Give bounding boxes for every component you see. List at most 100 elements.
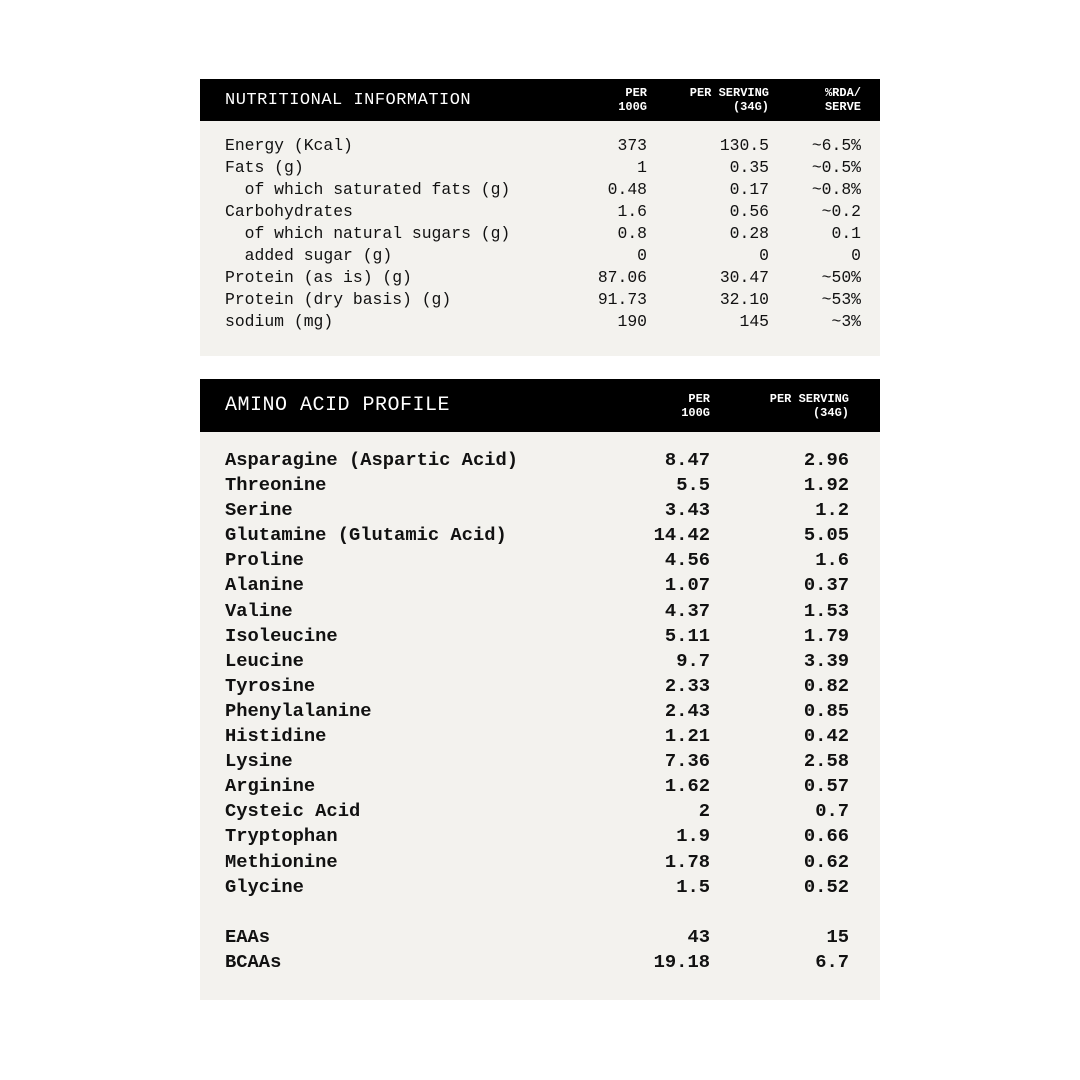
row-label: of which natural sugars (g) [225,224,511,243]
row-value-serving: 0 [759,246,769,265]
row-label: Cysteic Acid [225,800,361,823]
row-value-per100: 43 [687,925,710,948]
row-value-per100: 14.42 [653,524,710,547]
column-header: %RDA/SERVE [825,79,861,121]
column-header-line: PER [688,391,710,406]
column-header: PER 100G [681,379,710,432]
row-value-serving: 0.57 [803,775,849,798]
amino-rows: Asparagine (Aspartic Acid) 8.47 2.96 Threon… [200,432,880,975]
row-label: Protein (dry basis) (g) [225,290,452,309]
row-value-serving: 145 [739,312,769,331]
row-label: BCAAs [225,950,282,973]
table-row: Fats (g) 1 0.35 ~0.5% [200,157,880,179]
row-value-per100: 8.47 [664,449,710,471]
row-value-per100: 3.43 [664,499,710,522]
row-value-serving: 15 [826,925,849,948]
row-value-rda: ~0.8% [811,180,861,199]
column-header-line: 100G [681,405,710,420]
column-header: PER SERVING (34G) [690,79,769,121]
row-value-per100: 0.8 [617,224,647,243]
row-value-serving: 3.39 [803,649,849,672]
row-label: Phenylalanine [225,699,372,722]
table-row: Isoleucine 5.11 1.79 [200,624,880,649]
amino-header: AMINO ACID PROFILE PER 100G PER SERVING (34… [200,379,880,432]
row-value-per100: 4.56 [664,549,710,572]
row-value-serving: 0.52 [803,875,849,898]
row-value-per100: 4.37 [664,599,710,622]
row-value-per100: 87.06 [597,268,647,287]
column-header-line: (34G) [732,100,769,114]
amino-acid-panel: AMINO ACID PROFILE PER 100G PER SERVING (34… [200,379,880,1000]
row-value-per100: 373 [617,136,647,155]
row-value-per100: 5.11 [664,624,710,647]
row-value-per100: 1.21 [664,725,710,748]
row-value-serving: 2.96 [803,449,849,471]
nutrition-title: NUTRITIONAL INFORMATION [225,90,472,110]
row-value-serving: 1.53 [803,599,849,622]
row-value-rda: ~3% [831,312,861,331]
row-value-serving: 0.62 [803,850,849,873]
table-row: BCAAs 19.18 6.7 [200,950,880,975]
table-row: sodium (mg) 190 145 ~3% [200,311,880,333]
column-header-line: PER [625,86,647,100]
row-value-serving: 0.56 [729,202,769,221]
row-value-serving: 1.2 [815,499,849,522]
row-value-per100: 0.48 [607,180,647,199]
row-label: Threonine [225,474,327,497]
row-value-per100: 1.62 [664,775,710,798]
table-row: Arginine 1.62 0.57 [200,774,880,799]
table-row: Methionine 1.78 0.62 [200,850,880,875]
column-header-line: PER SERVING [769,391,849,406]
row-label: Alanine [225,574,304,597]
row-value-serving: 0.37 [803,574,849,597]
row-label: Isoleucine [225,624,338,647]
table-row: Protein (dry basis) (g) 91.73 32.10 ~53% [200,289,880,311]
row-value-serving: 0.82 [803,674,849,697]
row-label: Fats (g) [225,158,304,177]
table-row: Proline 4.56 1.6 [200,548,880,573]
row-label: Proline [225,549,304,572]
row-value-serving: 1.79 [803,624,849,647]
row-value-rda: 0.1 [831,224,861,243]
row-value-serving: 0.17 [729,180,769,199]
row-label: Valine [225,599,293,622]
row-value-serving: 0.85 [803,699,849,722]
column-header: PER SERVING (34G) [770,379,849,432]
table-row: Serine 3.43 1.2 [200,498,880,523]
row-label: sodium (mg) [225,312,334,331]
table-row: Energy (Kcal) 373 130.5 ~6.5% [200,135,880,157]
row-label: Tyrosine [225,674,316,697]
row-value-serving: 0.7 [815,800,849,823]
row-value-per100: 19.18 [653,950,710,973]
column-header-line: 100G [618,100,647,114]
row-value-per100: 1.78 [664,850,710,873]
row-label: Glycine [225,875,304,898]
table-row: Glutamine (Glutamic Acid) 14.42 5.05 [200,523,880,548]
row-value-rda: ~0.5% [811,158,861,177]
spacer-row [200,900,880,925]
row-label: Glutamine (Glutamic Acid) [225,524,507,547]
row-value-per100: 9.7 [676,649,710,672]
table-row: of which natural sugars (g) 0.8 0.28 0.1 [200,223,880,245]
table-row: Lysine 7.36 2.58 [200,749,880,774]
column-header: PER 100G [618,79,647,121]
row-value-rda: 0 [851,246,861,265]
table-row: Carbohydrates 1.6 0.56 ~0.2 [200,201,880,223]
row-value-serving: 1.92 [803,474,849,497]
table-row: Asparagine (Aspartic Acid) 8.47 2.96 [200,448,880,473]
row-label: Histidine [225,725,327,748]
row-value-per100: 1.07 [664,574,710,597]
row-value-per100: 2 [698,800,710,823]
column-header-line: SERVE [824,100,861,114]
row-value-per100: 5.5 [676,474,710,497]
nutrition-header: NUTRITIONAL INFORMATION PER 100G PER SERVI… [200,79,880,121]
row-value-rda: ~53% [821,290,861,309]
row-label: Methionine [225,850,338,873]
row-value-serving: 32.10 [719,290,769,309]
row-value-per100: 2.43 [664,699,710,722]
table-row: Glycine 1.5 0.52 [200,875,880,900]
row-value-serving: 130.5 [719,136,769,155]
row-value-serving: 0.66 [803,825,849,848]
row-value-serving: 0.35 [729,158,769,177]
row-value-rda: ~50% [821,268,861,287]
